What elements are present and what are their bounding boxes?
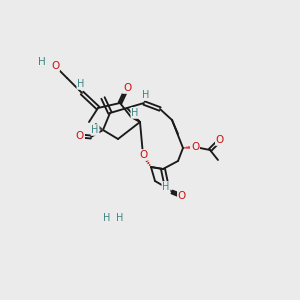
Text: O: O xyxy=(191,142,199,152)
Polygon shape xyxy=(94,124,103,130)
Text: O: O xyxy=(216,135,224,145)
Text: O: O xyxy=(76,131,84,141)
Text: O: O xyxy=(178,191,186,201)
Text: H: H xyxy=(131,108,139,118)
Text: H: H xyxy=(162,182,170,192)
Text: H: H xyxy=(77,79,85,89)
Text: O: O xyxy=(51,61,59,71)
Text: H: H xyxy=(142,90,150,100)
Text: O: O xyxy=(139,150,147,160)
Text: H: H xyxy=(38,57,46,67)
Text: H: H xyxy=(91,125,99,135)
Text: H: H xyxy=(103,213,111,223)
Text: O: O xyxy=(123,83,131,93)
Text: H: H xyxy=(116,213,124,223)
